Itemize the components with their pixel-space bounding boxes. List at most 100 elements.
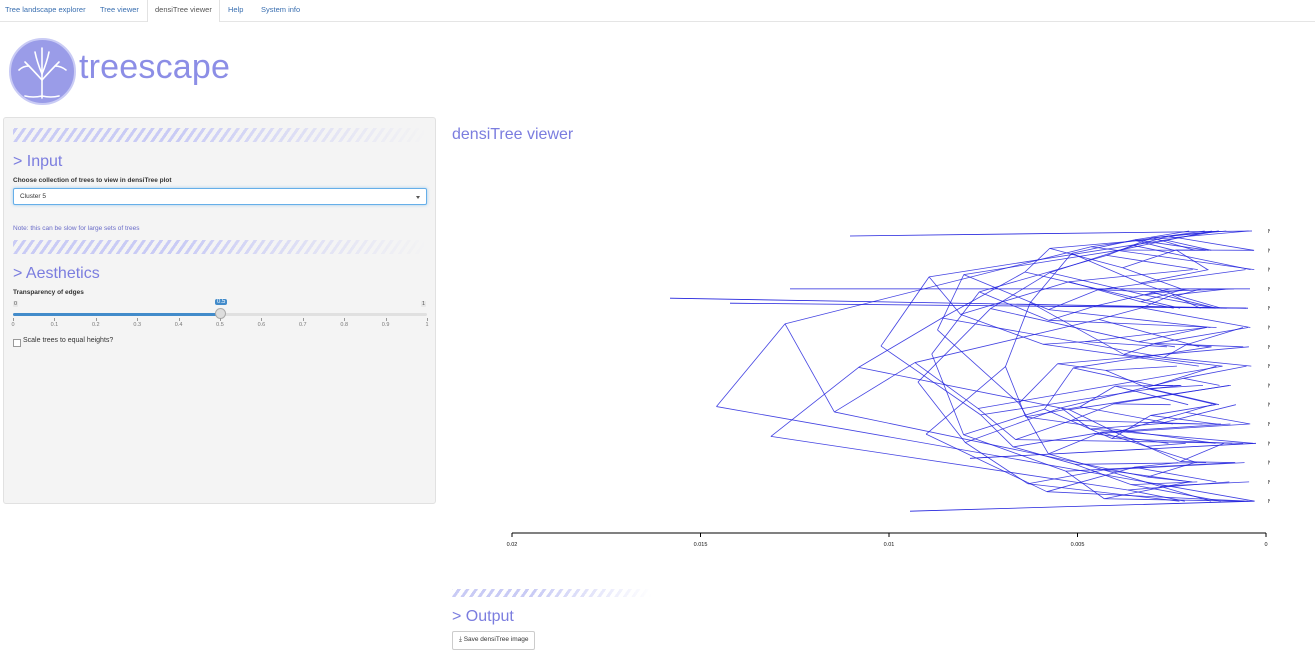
tree-edge (1131, 481, 1198, 486)
tree-edge (849, 230, 1253, 237)
tree-edge (1140, 288, 1186, 303)
tree-edge (880, 276, 930, 347)
save-densitree-button[interactable]: ⤓ Save densiTree image (452, 631, 536, 650)
tree-edge (1043, 341, 1086, 345)
tree-edge (1091, 246, 1255, 270)
tree-logo-icon (9, 38, 76, 105)
slider-tick-label: 0 (11, 322, 15, 328)
tree-edge (1134, 466, 1217, 483)
x-tick-label: 0.02 (507, 542, 518, 548)
tree-edge (1134, 230, 1190, 241)
tree-edge (1149, 388, 1217, 406)
tree-edge (1185, 404, 1213, 413)
tree-edge (1122, 249, 1177, 269)
tree-edge (1135, 230, 1205, 241)
slider-tick (95, 318, 97, 321)
tree-edge (1138, 327, 1207, 343)
tree-edge (1049, 245, 1135, 274)
tree-edge (1175, 249, 1208, 270)
tree-collection-select[interactable]: Cluster 5 (13, 188, 427, 205)
tree-edge (1024, 271, 1181, 309)
tree-edge (1183, 365, 1247, 379)
tree-edge (917, 381, 966, 443)
tree-edge (1127, 489, 1185, 502)
tree-edge (1097, 269, 1246, 291)
tree-edge (1091, 240, 1136, 248)
tip-label: No0912S (1268, 383, 1270, 389)
x-tick-label: 0.01 (884, 542, 895, 548)
tip-label: No305 (1268, 229, 1270, 235)
tree-edge (1115, 385, 1189, 406)
tree-edge (1097, 289, 1150, 293)
tree-edge (858, 317, 943, 368)
tree-edge (1029, 253, 1072, 303)
tree-edge (1104, 481, 1190, 500)
tree-edge (1044, 408, 1113, 439)
tree-edge (1113, 385, 1230, 405)
densitree-plot: No305 No306 No304 No0913S No1114S No1007S No12… (507, 229, 1270, 548)
tree-edge (1171, 294, 1201, 309)
slider-tick (54, 318, 56, 321)
tree-edge (1048, 431, 1102, 455)
tab-tree-viewer[interactable]: Tree viewer (100, 5, 139, 14)
slider-tick-label: 0.9 (381, 322, 390, 328)
tree-edge (977, 408, 1016, 440)
tree-edge (669, 297, 1247, 309)
tip-label: No1208S (1268, 345, 1270, 351)
tree-edge (914, 362, 979, 409)
tab-system-info[interactable]: System info (261, 5, 301, 14)
slider-tick (344, 318, 346, 321)
tree-edge (1131, 484, 1221, 502)
tree-edge (1048, 305, 1097, 321)
tree-edge (1075, 462, 1207, 465)
tree-edge (1123, 343, 1155, 355)
slider-tick-label: 0.4 (174, 322, 183, 328)
slider-tick-scale: 0 0.1 0.2 0.3 0.4 0.5 0.6 0.7 0.8 0.9 1 (11, 318, 429, 332)
tree-edge (1098, 318, 1200, 348)
tree-edge (1150, 415, 1217, 425)
tab-help[interactable]: Help (228, 5, 244, 14)
tree-edge (880, 345, 981, 416)
slider-tick (261, 318, 263, 321)
section-divider (13, 128, 427, 142)
tab-tree-landscape-explorer[interactable]: Tree landscape explorer (5, 5, 86, 14)
tree-edge (963, 408, 1045, 436)
tip-label: No0906S (1268, 422, 1270, 428)
tree-edge (1090, 428, 1254, 444)
tree-edge (1049, 248, 1123, 269)
tree-edge (1163, 344, 1187, 358)
tree-edge (929, 239, 1166, 278)
scale-heights-checkbox[interactable] (13, 339, 21, 347)
slider-tick-label: 0.3 (133, 322, 142, 328)
tree-edge (1149, 385, 1182, 390)
tree-edge (1049, 230, 1249, 249)
tree-edge (960, 314, 1044, 345)
tree-edge (1113, 403, 1171, 406)
tree-edge (1177, 295, 1222, 309)
tree-edge (1111, 415, 1151, 439)
tree-edge (1149, 288, 1235, 293)
tip-label: No1206S (1268, 499, 1270, 505)
tree-edge (1025, 416, 1216, 444)
tree-edge (716, 406, 1255, 502)
tree-edge (1085, 327, 1207, 342)
tab-densitree-viewer[interactable]: densiTree viewer (147, 0, 220, 22)
tree-edge (1090, 423, 1160, 430)
slider-tick (385, 318, 387, 321)
tree-edge (1027, 483, 1180, 502)
tip-label: No0910S (1268, 461, 1270, 467)
tree-collection-label: Choose collection of trees to view in de… (13, 177, 172, 184)
tree-edge (1185, 412, 1251, 425)
tree-edge (931, 291, 980, 355)
tree-edge (1154, 327, 1249, 344)
tree-edge (1049, 272, 1145, 296)
tree-edge (990, 308, 1139, 343)
tree-edge (960, 281, 1070, 315)
tree-edge (834, 362, 916, 413)
tree-edge (1106, 255, 1198, 270)
tree-edge (931, 353, 964, 435)
slider-tick-label: 0.5 (216, 322, 224, 328)
aesthetics-section-title: > Aesthetics (13, 265, 100, 282)
tree-edge (1015, 439, 1244, 444)
tree-edge (1048, 309, 1211, 328)
